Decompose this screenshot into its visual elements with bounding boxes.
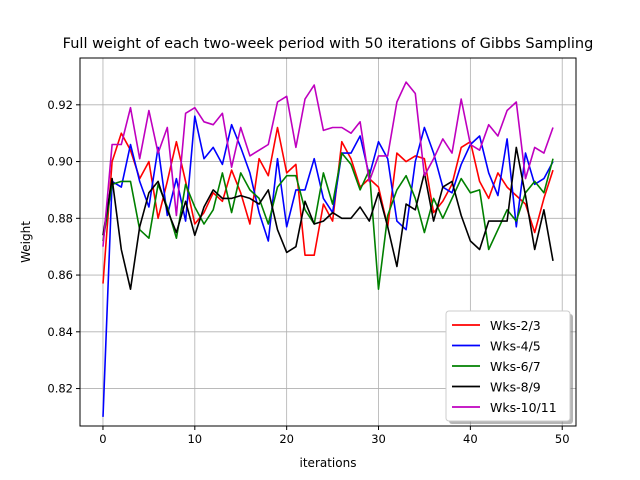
y-tick-label: 0.84 — [47, 325, 73, 339]
x-tick-label: 10 — [187, 432, 202, 446]
series-line-2 — [102, 115, 554, 417]
legend-entry-label: Wks-10/11 — [490, 400, 557, 415]
y-tick-label: 0.88 — [47, 211, 73, 225]
legend-entry-label: Wks-6/7 — [490, 359, 541, 374]
series-line-3 — [102, 152, 554, 291]
y-axis-label: Weight — [19, 221, 33, 263]
series-line-4 — [102, 146, 554, 291]
x-tick-label: 30 — [371, 432, 386, 446]
x-tick-label: 0 — [99, 432, 106, 446]
legend-entry-label: Wks-4/5 — [490, 339, 541, 354]
series-lines — [102, 81, 554, 417]
x-tick-label: 40 — [463, 432, 478, 446]
plot-frame — [79, 57, 577, 427]
y-tick-label: 0.82 — [47, 382, 73, 396]
y-tick-label: 0.90 — [47, 155, 73, 169]
x-tick-label: 20 — [279, 432, 294, 446]
y-tick-label: 0.92 — [47, 98, 73, 112]
series-line-1 — [102, 126, 554, 284]
x-axis-label: iterations — [300, 456, 357, 470]
legend-entry-label: Wks-8/9 — [490, 380, 541, 395]
y-tick-label: 0.86 — [47, 268, 73, 282]
x-tick-label: 50 — [555, 432, 570, 446]
chart-title: Full weight of each two-week period with… — [63, 36, 594, 52]
legend: Wks-2/3 Wks-4/5 Wks-6/7 Wks-8/9 Wks-10/11 — [445, 310, 573, 424]
axis-ticks: 0 10 20 30 40 50 0.82 0.84 0.86 0.88 0.90 0.92 — [47, 98, 569, 446]
legend-entry-label: Wks-2/3 — [490, 318, 541, 333]
legend-box — [445, 310, 571, 422]
series-line-5 — [102, 81, 554, 247]
